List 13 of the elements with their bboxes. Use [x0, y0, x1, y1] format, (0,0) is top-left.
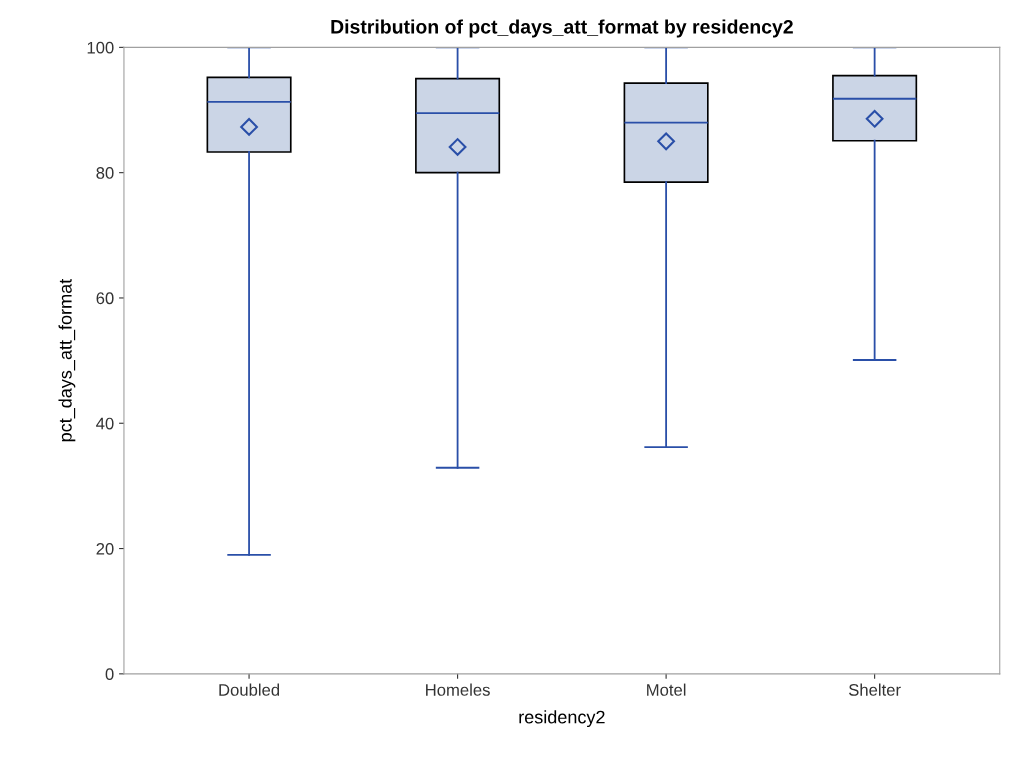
y-tick-label: 100 [87, 41, 114, 54]
y-tick-label: 40 [96, 417, 114, 430]
y-tick-label: 20 [96, 542, 114, 555]
x-tick-label: Motel [647, 683, 686, 696]
y-tick-label: 80 [96, 167, 114, 179]
x-axis-title: residency2 [519, 710, 605, 728]
x-tick-label: Doubled [219, 683, 280, 696]
y-tick-label: 0 [105, 668, 114, 681]
x-tick-label: Homeles [426, 683, 490, 696]
x-tick-label: Shelter [848, 683, 901, 696]
chart-title: Distribution of pct_days_att_format by residency2 [331, 19, 793, 38]
y-tick-label: 60 [96, 292, 114, 305]
y-axis-title: pct_days_att_format [58, 278, 76, 442]
